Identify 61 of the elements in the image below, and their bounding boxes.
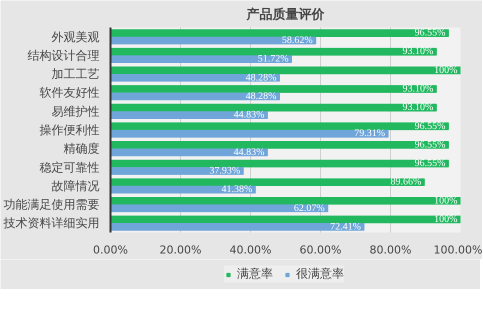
y-tick-label: 结构设计合理 <box>28 48 100 62</box>
x-tick-label: 0.00% <box>93 244 128 256</box>
legend-label: 很满意率 <box>296 266 344 282</box>
bar <box>110 178 425 186</box>
data-label: 37.93% <box>209 166 240 176</box>
y-tick-label: 功能满足使用需要 <box>4 198 100 212</box>
data-label: 93.10% <box>402 102 434 114</box>
bar <box>110 141 449 149</box>
data-label: 72.41% <box>330 221 361 232</box>
y-tick-label: 软件友好性 <box>40 86 100 100</box>
y-tick-label: 故障情况 <box>52 178 100 193</box>
legend-label: 满意率 <box>237 266 273 282</box>
data-label: 89.66% <box>390 176 422 188</box>
y-tick-label: 外观美观 <box>52 30 100 44</box>
data-label: 41.38% <box>222 184 252 196</box>
data-label: 58.62% <box>282 35 313 46</box>
bar <box>110 104 437 112</box>
bar <box>110 85 437 93</box>
data-label: 100% <box>434 214 458 225</box>
bar <box>110 216 460 224</box>
bar <box>110 55 292 64</box>
data-label: 96.55% <box>414 28 446 39</box>
data-label: 51.72% <box>258 54 289 65</box>
x-tick-label: 100.00% <box>434 244 483 256</box>
data-label: 100% <box>434 195 458 206</box>
data-label: 96.55% <box>414 139 446 150</box>
y-tick-label: 技术资料详细实用 <box>2 216 100 230</box>
bar <box>110 111 268 119</box>
data-label: 93.10% <box>402 84 434 94</box>
bar <box>110 36 316 44</box>
data-label: 48.28% <box>246 72 276 84</box>
x-tick-label: 20.00% <box>160 244 202 256</box>
data-label: 96.55% <box>414 120 446 132</box>
y-tick-label: 稳定可靠性 <box>40 160 100 174</box>
x-tick-label: 80.00% <box>370 244 412 256</box>
bar <box>110 92 280 100</box>
chart-title: 产品质量评价 <box>246 6 326 22</box>
y-tick-label: 精确度 <box>64 142 100 156</box>
bar <box>110 122 449 130</box>
bar <box>110 160 449 168</box>
data-label: 96.55% <box>414 158 446 170</box>
bar <box>110 167 244 175</box>
bar <box>110 196 460 205</box>
bar <box>110 29 449 37</box>
y-tick-label: 易维护性 <box>52 104 100 118</box>
y-tick-label: 操作便利性 <box>40 123 100 137</box>
x-tick-label: 60.00% <box>300 244 342 256</box>
bar <box>110 66 460 74</box>
data-label: 44.83% <box>234 110 264 121</box>
bar <box>110 223 364 231</box>
x-tick-label: 40.00% <box>230 244 272 256</box>
y-tick-label: 加工工艺 <box>52 67 100 82</box>
data-label: 48.28% <box>246 90 276 102</box>
data-label: 62.07% <box>294 202 325 214</box>
bar <box>110 130 389 138</box>
data-label: 44.83% <box>234 146 264 158</box>
data-label: 93.10% <box>402 46 434 58</box>
data-label: 100% <box>434 64 458 76</box>
data-label: 79.31% <box>354 128 386 140</box>
bar <box>110 204 328 212</box>
bar <box>110 48 437 56</box>
